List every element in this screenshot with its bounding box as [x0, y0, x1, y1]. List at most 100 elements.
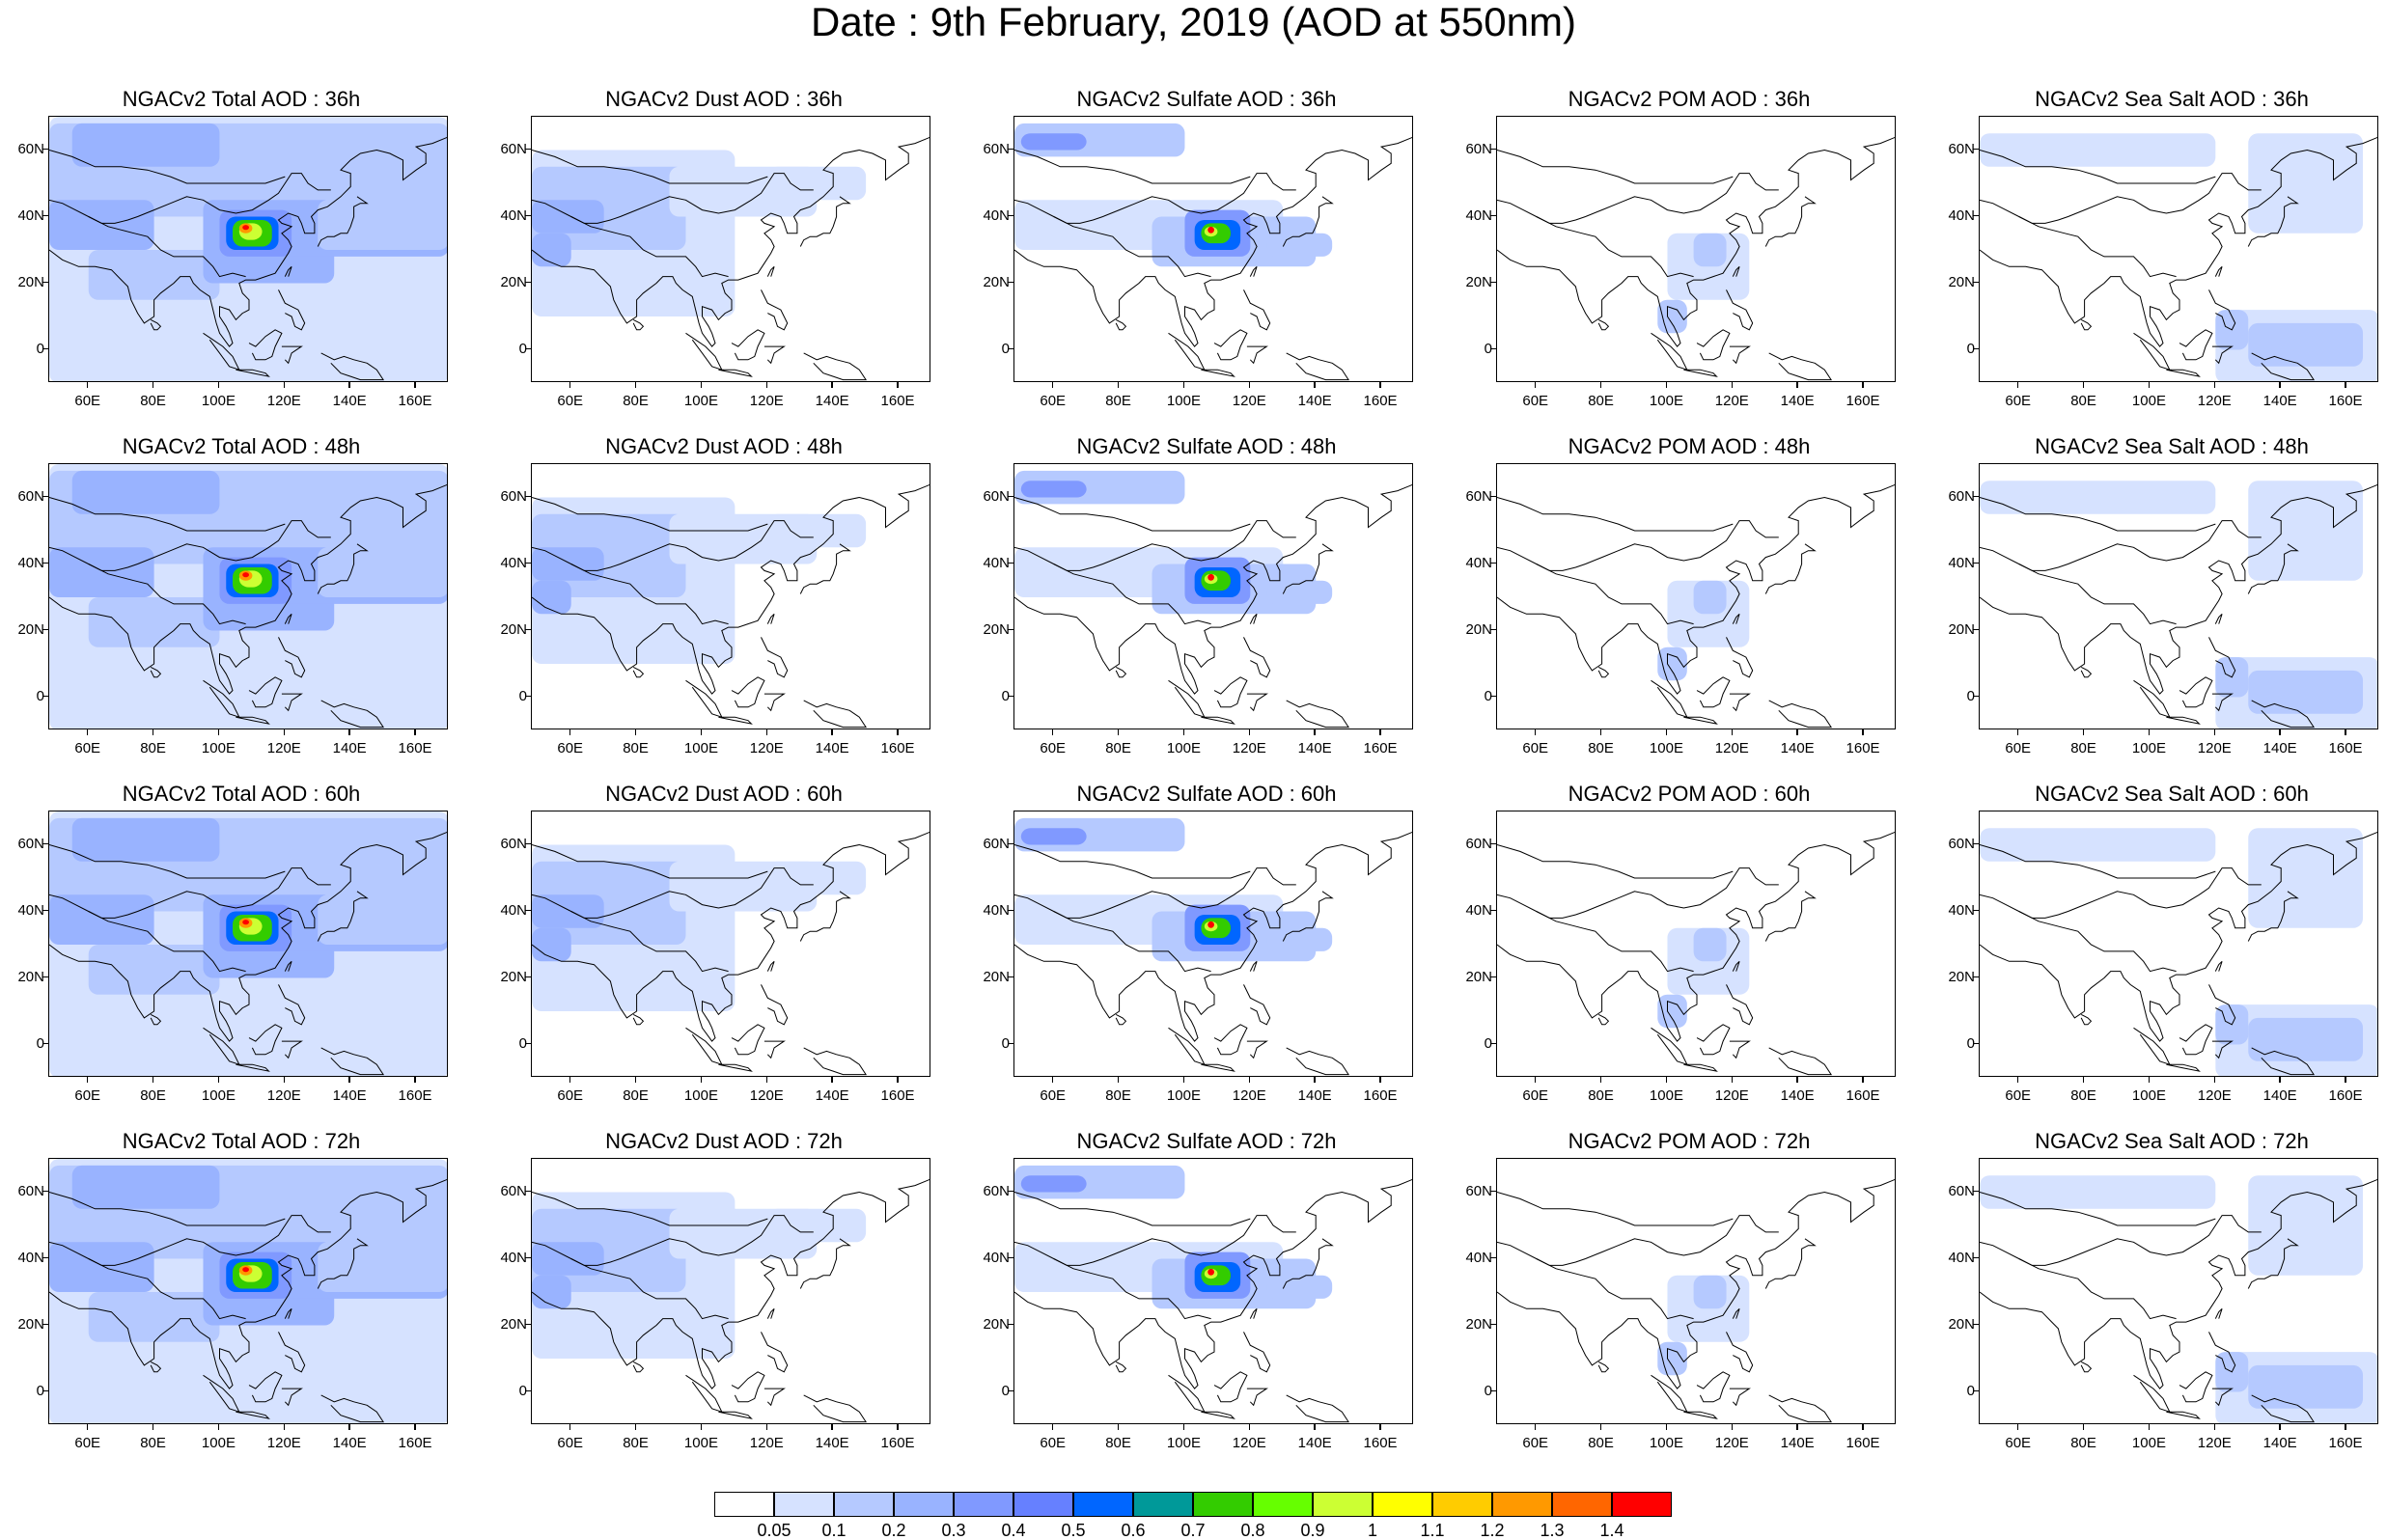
- colorbar-label: 0.8: [1240, 1521, 1265, 1540]
- y-tick-label: 60N: [500, 1182, 527, 1199]
- panel-title: NGACv2 Sulfate AOD : 60h: [1076, 782, 1337, 806]
- x-tick-mark: [2082, 1424, 2085, 1430]
- coastline: [1764, 543, 1817, 594]
- coastline: [1497, 150, 1734, 184]
- y-tick-label: 0: [36, 1034, 44, 1052]
- x-tick-mark: [1314, 1077, 1316, 1083]
- y-tick-mark: [1490, 214, 1496, 217]
- panel-title: NGACv2 POM AOD : 72h: [1568, 1129, 1811, 1153]
- x-tick-label: 80E: [2070, 1435, 2096, 1451]
- x-tick-label: 100E: [1166, 740, 1201, 756]
- y-tick-label: 20N: [1948, 968, 1975, 985]
- x-tick-mark: [700, 729, 703, 735]
- x-tick-label: 160E: [1846, 740, 1880, 756]
- x-tick-mark: [634, 1077, 637, 1083]
- coastline: [570, 911, 729, 973]
- coastline: [320, 1394, 385, 1423]
- y-tick-mark: [42, 909, 48, 912]
- y-tick-label: 40N: [1948, 206, 1975, 224]
- x-tick-label: 140E: [1297, 1087, 1332, 1104]
- coastline: [1696, 676, 1731, 708]
- y-tick-label: 60N: [1465, 140, 1492, 157]
- map-panel: NGACv2 Sulfate AOD : 72h 60N 40N 20N 0 60E 80E…: [965, 1129, 1448, 1476]
- x-tick-label: 120E: [266, 740, 301, 756]
- x-tick-label: 160E: [398, 1435, 432, 1451]
- x-tick-mark: [1182, 1424, 1185, 1430]
- x-tick-mark: [897, 729, 899, 735]
- map-panel: NGACv2 POM AOD : 60h 60N 40N 20N 0 60E 80E 100E…: [1448, 782, 1930, 1129]
- map-area: [531, 811, 930, 1077]
- aod-shading: [88, 597, 220, 647]
- x-tick-mark: [1051, 382, 1054, 388]
- colorbar-swatch: [1492, 1492, 1552, 1517]
- coastline: [320, 1047, 385, 1076]
- coastline: [1014, 150, 1251, 184]
- x-tick-mark: [765, 1424, 768, 1430]
- coastline: [88, 216, 246, 278]
- y-tick-label: 20N: [17, 273, 44, 290]
- coastline: [1597, 1361, 1610, 1373]
- y-tick-label: 40N: [17, 1249, 44, 1266]
- y-tick-label: 60N: [983, 1182, 1010, 1199]
- aod-shading: [242, 225, 249, 231]
- x-tick-mark: [1248, 382, 1251, 388]
- coastline: [803, 700, 868, 729]
- aod-map: [1497, 136, 1895, 381]
- x-tick-mark: [700, 1077, 703, 1083]
- y-tick-label: 40N: [1465, 1249, 1492, 1266]
- coastline: [766, 613, 775, 624]
- y-tick-mark: [1973, 495, 1979, 498]
- y-tick-mark: [42, 495, 48, 498]
- y-tick-label: 40N: [1465, 206, 1492, 224]
- x-tick-label: 140E: [1780, 740, 1815, 756]
- y-tick-mark: [1973, 347, 1979, 350]
- aod-map: [1497, 483, 1895, 729]
- aod-shading: [71, 1165, 220, 1209]
- x-tick-mark: [1731, 382, 1734, 388]
- coastline: [2133, 679, 2171, 719]
- y-tick-mark: [1008, 1323, 1013, 1326]
- y-tick-label: 20N: [1948, 620, 1975, 638]
- coastline: [284, 613, 292, 624]
- aod-shading: [1657, 299, 1687, 334]
- y-tick-mark: [525, 562, 531, 564]
- x-tick-mark: [897, 1077, 899, 1083]
- y-tick-mark: [1008, 1256, 1013, 1259]
- y-tick-mark: [525, 1323, 531, 1326]
- map-panel: NGACv2 Sea Salt AOD : 36h 60N 40N 20N 0 60E 80…: [1930, 87, 2387, 434]
- y-tick-label: 0: [1001, 1034, 1010, 1052]
- y-tick-mark: [1973, 628, 1979, 631]
- x-tick-label: 60E: [557, 1087, 584, 1104]
- x-tick-mark: [2279, 1077, 2281, 1083]
- x-tick-mark: [1534, 729, 1537, 735]
- y-tick-mark: [1490, 695, 1496, 698]
- coastline: [49, 1192, 286, 1226]
- x-tick-mark: [1796, 1424, 1798, 1430]
- y-tick-label: 60N: [1465, 487, 1492, 505]
- x-tick-mark: [217, 729, 220, 735]
- colorbar-label: 0.9: [1300, 1521, 1325, 1540]
- x-tick-label: 60E: [1522, 740, 1549, 756]
- x-tick-mark: [634, 1424, 637, 1430]
- coastline: [731, 329, 765, 361]
- aod-shading: [1266, 233, 1333, 257]
- coastline: [1683, 1411, 1718, 1419]
- coastline: [685, 332, 723, 371]
- x-tick-mark: [1379, 1424, 1381, 1430]
- x-tick-label: 80E: [623, 740, 649, 756]
- y-tick-mark: [1973, 1323, 1979, 1326]
- coastline: [1980, 1192, 2216, 1226]
- coastline: [1246, 693, 1268, 712]
- x-tick-mark: [1117, 1077, 1120, 1083]
- coastline: [1201, 716, 1235, 725]
- aod-shading: [1207, 573, 1214, 581]
- x-tick-label: 80E: [623, 393, 649, 409]
- coastline: [2211, 1388, 2234, 1407]
- aod-shading: [767, 1208, 867, 1243]
- aod-map: [1014, 817, 1412, 1076]
- x-tick-label: 60E: [74, 1435, 101, 1451]
- x-tick-mark: [2213, 382, 2216, 388]
- coastline: [685, 1027, 723, 1066]
- x-tick-label: 60E: [2005, 393, 2032, 409]
- y-tick-label: 60N: [17, 140, 44, 157]
